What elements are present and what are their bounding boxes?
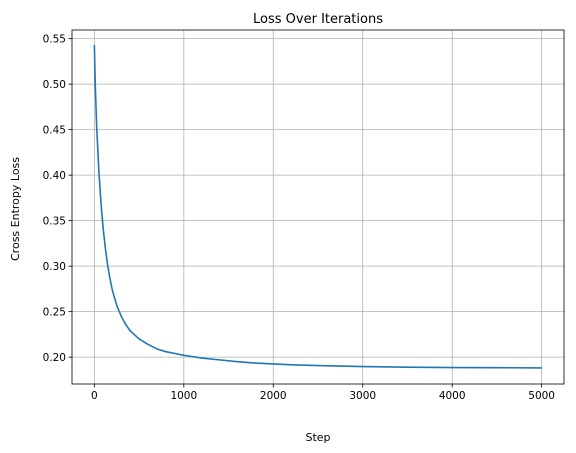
chart-title: Loss Over Iterations bbox=[253, 12, 383, 27]
x-tick-label: 4000 bbox=[439, 390, 466, 402]
y-tick-label: 0.40 bbox=[43, 170, 66, 182]
y-tick-label: 0.25 bbox=[43, 307, 66, 319]
y-tick-label: 0.35 bbox=[43, 216, 66, 228]
y-tick-label: 0.30 bbox=[43, 261, 66, 273]
y-tick-label: 0.45 bbox=[43, 125, 66, 137]
x-tick-label: 3000 bbox=[349, 390, 376, 402]
y-tick-label: 0.55 bbox=[43, 34, 66, 46]
loss-line bbox=[93, 45, 542, 369]
plot-frame bbox=[71, 29, 565, 385]
ticks: 0 1000 2000 3000 4000 5000 0.20 0.25 0.30 0.35 0.4… bbox=[43, 34, 555, 402]
grid bbox=[72, 30, 564, 384]
x-tick-label: 0 bbox=[91, 390, 98, 402]
x-tick-label: 2000 bbox=[260, 390, 287, 402]
y-axis-label: Cross Entropy Loss bbox=[9, 157, 22, 261]
x-tick-label: 1000 bbox=[170, 390, 197, 402]
series-layer bbox=[93, 45, 542, 369]
y-tick-label: 0.20 bbox=[43, 352, 66, 364]
x-axis-label: Step bbox=[305, 431, 330, 444]
y-tick-label: 0.50 bbox=[43, 79, 66, 91]
x-tick-label: 5000 bbox=[528, 390, 555, 402]
